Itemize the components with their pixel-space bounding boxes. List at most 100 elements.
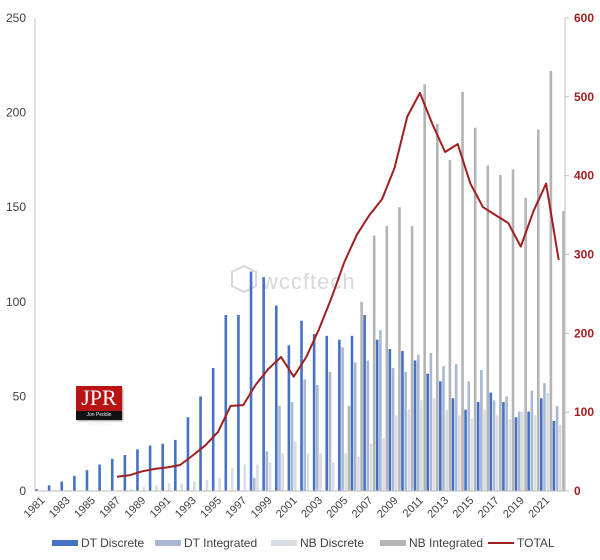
bar-dt-discrete <box>502 402 505 491</box>
bar-nb-integrated <box>511 169 515 492</box>
legend-label: NB Integrated <box>409 536 483 550</box>
bar-nb-discrete <box>256 464 259 491</box>
bar-dt-integrated <box>290 402 294 491</box>
bar-dt-integrated <box>353 362 357 491</box>
bar-dt-discrete <box>527 411 530 491</box>
right-tick-label: 200 <box>574 326 594 340</box>
x-tick-label: 1995 <box>198 495 224 521</box>
bar-dt-integrated <box>316 385 319 491</box>
total-line <box>116 91 560 478</box>
bar-nb-integrated <box>398 207 401 491</box>
bar-nb-discrete <box>508 419 512 491</box>
x-tick-label: 2009 <box>375 495 401 521</box>
bar-dt-discrete <box>539 398 543 491</box>
bar-nb-discrete <box>306 453 310 491</box>
left-tick-label: 200 <box>6 106 26 120</box>
x-tick-label: 1989 <box>123 495 149 521</box>
bar-dt-integrated <box>467 381 471 491</box>
left-tick-label: 0 <box>19 484 26 498</box>
x-tick-label: 2017 <box>476 495 502 521</box>
bar-nb-integrated <box>410 226 414 491</box>
bar-dt-integrated <box>265 451 269 491</box>
bar-nb-discrete <box>382 438 385 491</box>
bar-nb-discrete <box>230 468 234 491</box>
watermark: wccftech <box>231 264 355 294</box>
bar-nb-discrete <box>521 411 524 491</box>
x-tick-label: 2019 <box>501 495 527 521</box>
x-tick-label: 2007 <box>350 495 376 521</box>
bar-nb-integrated <box>385 226 389 491</box>
bar-dt-discrete <box>338 339 341 491</box>
bar-dt-integrated <box>278 405 281 491</box>
bar-nb-discrete <box>293 441 297 491</box>
bar-dt-discrete <box>60 481 64 491</box>
bar-nb-discrete <box>420 400 423 491</box>
x-tick-label: 2013 <box>425 495 451 521</box>
bar-nb-integrated <box>436 123 439 492</box>
bar-nb-integrated <box>423 84 426 491</box>
bar-dt-integrated <box>543 383 546 491</box>
left-tick-label: 150 <box>6 200 26 214</box>
legend-swatch-nb-discrete <box>271 540 297 546</box>
bar-dt-discrete <box>237 315 240 491</box>
bar-nb-discrete <box>319 453 322 491</box>
bar-nb-discrete <box>142 487 146 491</box>
bar-dt-discrete <box>199 396 202 491</box>
bar-dt-integrated <box>404 371 407 491</box>
x-tick-label: 2021 <box>526 495 552 521</box>
bar-nb-discrete <box>533 415 537 491</box>
bar-dt-integrated <box>391 368 395 491</box>
bar-dt-discrete <box>439 381 442 491</box>
legend-label: NB Discrete <box>300 536 364 550</box>
bar-nb-discrete <box>218 477 221 491</box>
bar-dt-discrete <box>401 350 404 491</box>
bar-dt-integrated <box>366 360 370 491</box>
bar-nb-discrete <box>558 424 562 491</box>
bar-dt-discrete <box>413 360 417 491</box>
bar-nb-discrete <box>357 456 360 491</box>
right-tick-label: 400 <box>574 169 594 183</box>
bar-nb-discrete <box>205 479 209 491</box>
bar-nb-integrated <box>473 127 477 492</box>
right-tick-label: 100 <box>574 405 594 419</box>
bar-nb-discrete <box>331 462 335 491</box>
bar-nb-discrete <box>369 443 373 491</box>
bar-dt-integrated <box>252 477 256 491</box>
bar-dt-discrete <box>363 315 366 491</box>
x-tick-label: 2005 <box>324 495 350 521</box>
bar-nb-discrete <box>344 453 348 491</box>
bar-dt-discrete <box>476 402 480 491</box>
bar-nb-discrete <box>495 415 499 491</box>
bar-dt-integrated <box>492 400 496 491</box>
x-tick-label: 1981 <box>22 495 48 521</box>
bar-nb-discrete <box>281 453 284 491</box>
bar-nb-integrated <box>360 301 363 491</box>
bar-dt-discrete <box>287 345 291 491</box>
x-tick-label: 1997 <box>224 495 250 521</box>
bar-dt-discrete <box>426 373 429 491</box>
bar-nb-integrated <box>372 235 376 491</box>
bar-dt-discrete <box>224 315 228 491</box>
bar-nb-discrete <box>394 415 398 491</box>
bar-nb-integrated <box>549 70 553 491</box>
bar-dt-discrete <box>110 458 114 491</box>
bar-dt-discrete <box>451 398 455 491</box>
bar-dt-discrete <box>249 271 253 491</box>
bar-nb-integrated <box>448 159 452 491</box>
right-tick-label: 500 <box>574 90 594 104</box>
x-tick-label: 1987 <box>97 495 123 521</box>
x-tick-label: 2001 <box>274 495 300 521</box>
bar-nb-discrete <box>129 489 133 491</box>
bar-dt-discrete <box>514 417 518 491</box>
right-tick-label: 600 <box>574 11 594 25</box>
bar-dt-discrete <box>350 335 354 491</box>
bar-nb-discrete <box>458 415 461 491</box>
left-tick-label: 100 <box>6 295 26 309</box>
bar-dt-integrated <box>303 379 307 491</box>
bar-dt-discrete <box>47 485 51 491</box>
bar-nb-integrated <box>486 165 490 492</box>
bar-nb-integrated <box>562 210 565 491</box>
bar-dt-discrete <box>73 475 76 491</box>
x-tick-label: 1991 <box>148 495 174 521</box>
